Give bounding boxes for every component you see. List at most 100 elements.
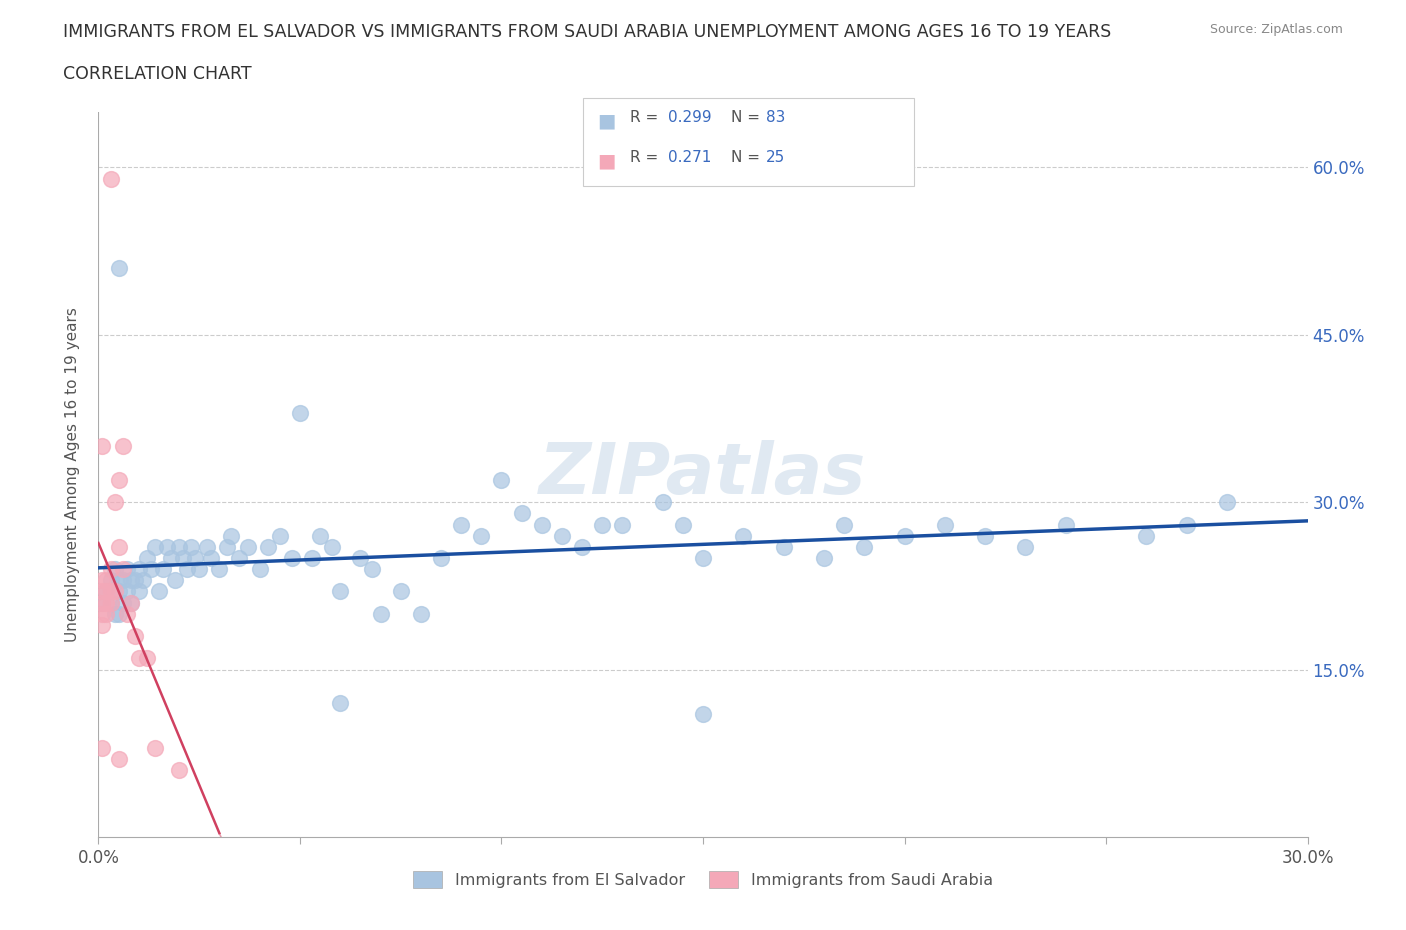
Point [100, 573, 122, 588]
Point [832, 517, 855, 532]
Point [107, 260, 129, 275]
Point [103, 562, 125, 577]
Point [571, 539, 593, 554]
Point [236, 539, 259, 554]
Point [107, 584, 129, 599]
Text: R =: R = [630, 110, 664, 125]
Point [91, 618, 114, 632]
Point [107, 573, 129, 588]
Text: N =: N = [731, 150, 765, 165]
Point [167, 539, 190, 554]
Point [1135, 528, 1157, 543]
Point [450, 517, 472, 532]
Text: 25: 25 [766, 150, 786, 165]
Point [370, 606, 392, 621]
Point [100, 171, 122, 186]
Point [111, 562, 134, 577]
Point [91, 584, 114, 599]
Point [152, 562, 174, 577]
Point [100, 595, 122, 610]
Point [139, 562, 162, 577]
Point [111, 573, 134, 588]
Point [1054, 517, 1077, 532]
Point [100, 584, 122, 599]
Point [115, 584, 138, 599]
Point [128, 584, 150, 599]
Point [491, 472, 513, 487]
Point [221, 528, 243, 543]
Text: ■: ■ [598, 152, 616, 170]
Point [111, 595, 134, 610]
Point [143, 539, 166, 554]
Text: 0.299: 0.299 [668, 110, 711, 125]
Point [124, 573, 146, 588]
Point [200, 551, 222, 565]
Point [124, 629, 146, 644]
Point [269, 528, 291, 543]
Point [115, 606, 138, 621]
Point [111, 439, 134, 454]
Point [184, 551, 207, 565]
Point [249, 562, 271, 577]
Point [115, 562, 138, 577]
Point [195, 539, 218, 554]
Y-axis label: Unemployment Among Ages 16 to 19 years: Unemployment Among Ages 16 to 19 years [65, 307, 80, 642]
Point [132, 573, 155, 588]
Point [188, 562, 211, 577]
Point [100, 595, 122, 610]
Text: IMMIGRANTS FROM EL SALVADOR VS IMMIGRANTS FROM SAUDI ARABIA UNEMPLOYMENT AMONG A: IMMIGRANTS FROM EL SALVADOR VS IMMIGRANT… [63, 23, 1112, 41]
Point [772, 539, 794, 554]
Point [107, 472, 129, 487]
Point [96, 573, 118, 588]
Point [934, 517, 956, 532]
Point [1014, 539, 1036, 554]
Point [143, 740, 166, 755]
Point [163, 573, 186, 588]
Point [167, 763, 190, 777]
Point [430, 551, 453, 565]
Point [107, 606, 129, 621]
Point [91, 606, 114, 621]
Point [612, 517, 634, 532]
Text: 83: 83 [766, 110, 786, 125]
Point [301, 551, 323, 565]
Point [91, 595, 114, 610]
Point [128, 562, 150, 577]
Point [103, 606, 125, 621]
Point [96, 584, 118, 599]
Point [217, 539, 239, 554]
Point [361, 562, 384, 577]
Point [651, 495, 673, 510]
Text: ZIPatlas: ZIPatlas [540, 440, 866, 509]
Point [551, 528, 574, 543]
Point [156, 539, 179, 554]
Point [281, 551, 304, 565]
Point [309, 528, 332, 543]
Point [91, 573, 114, 588]
Point [176, 562, 198, 577]
Point [329, 584, 352, 599]
Legend: Immigrants from El Salvador, Immigrants from Saudi Arabia: Immigrants from El Salvador, Immigrants … [406, 865, 1000, 895]
Point [349, 551, 371, 565]
Point [100, 562, 122, 577]
Point [107, 751, 129, 766]
Point [893, 528, 915, 543]
Text: N =: N = [731, 110, 765, 125]
Point [96, 584, 118, 599]
Point [148, 584, 170, 599]
Text: ■: ■ [598, 112, 616, 130]
Point [1175, 517, 1198, 532]
Point [733, 528, 755, 543]
Point [91, 740, 114, 755]
Point [853, 539, 876, 554]
Point [321, 539, 343, 554]
Point [135, 551, 157, 565]
Point [96, 606, 118, 621]
Point [389, 584, 412, 599]
Point [974, 528, 997, 543]
Point [172, 551, 194, 565]
Point [692, 707, 714, 722]
Point [470, 528, 492, 543]
Point [692, 551, 714, 565]
Point [120, 595, 142, 610]
